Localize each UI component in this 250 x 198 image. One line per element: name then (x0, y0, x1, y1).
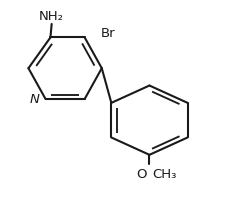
Text: O: O (136, 168, 147, 181)
Text: CH₃: CH₃ (152, 168, 176, 181)
Text: NH₂: NH₂ (39, 10, 64, 23)
Text: Br: Br (100, 27, 115, 40)
Text: N: N (30, 92, 40, 106)
